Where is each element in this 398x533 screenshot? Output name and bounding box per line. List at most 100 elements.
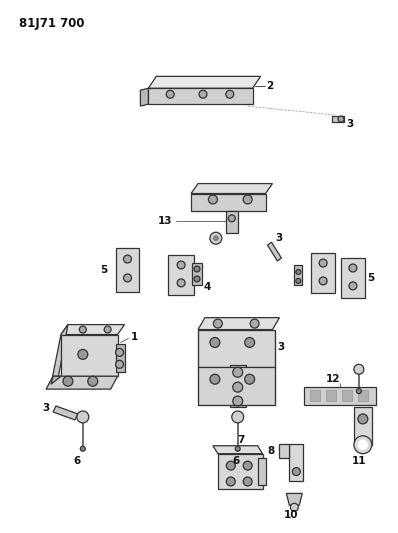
Polygon shape [226,212,238,233]
Text: 81J71 700: 81J71 700 [19,17,85,30]
Polygon shape [295,265,302,285]
Polygon shape [191,183,273,193]
Circle shape [293,467,300,475]
Circle shape [213,319,222,328]
Circle shape [226,90,234,98]
Polygon shape [140,88,148,106]
Circle shape [349,264,357,272]
Polygon shape [192,263,202,285]
Polygon shape [198,318,279,329]
Polygon shape [61,335,117,376]
Polygon shape [326,390,336,401]
Text: 8: 8 [267,446,275,456]
Circle shape [79,326,86,333]
Text: 6: 6 [73,456,80,466]
Circle shape [194,266,200,272]
Polygon shape [115,248,139,292]
Circle shape [233,382,243,392]
Polygon shape [198,329,275,367]
Circle shape [245,374,255,384]
Circle shape [245,337,255,348]
Circle shape [356,389,361,393]
Text: 13: 13 [158,216,173,227]
Polygon shape [267,242,281,261]
Polygon shape [258,458,265,486]
Circle shape [80,446,85,451]
Polygon shape [311,253,335,293]
Text: 6: 6 [233,456,240,466]
Polygon shape [148,88,253,104]
Circle shape [319,259,327,267]
Circle shape [235,446,240,451]
Circle shape [232,411,244,423]
Text: 3: 3 [277,342,285,352]
Circle shape [233,367,243,377]
Polygon shape [341,258,365,298]
Text: 3: 3 [42,403,49,413]
Polygon shape [198,367,275,405]
Circle shape [213,236,219,241]
Circle shape [228,215,235,222]
Polygon shape [51,325,68,384]
Text: 12: 12 [326,374,341,384]
Circle shape [296,278,301,284]
Polygon shape [289,444,303,481]
Circle shape [115,360,123,368]
Circle shape [88,376,98,386]
Circle shape [210,337,220,348]
Text: 4: 4 [204,282,211,292]
Polygon shape [230,365,246,407]
Circle shape [115,349,123,357]
Text: 10: 10 [284,510,298,520]
Circle shape [338,116,344,122]
Circle shape [291,503,298,511]
Polygon shape [213,446,263,454]
Circle shape [104,326,111,333]
Text: 11: 11 [351,456,366,466]
Circle shape [354,436,372,454]
Circle shape [177,261,185,269]
Circle shape [199,90,207,98]
Polygon shape [61,325,125,335]
Circle shape [166,90,174,98]
Circle shape [210,232,222,244]
Polygon shape [332,116,344,122]
Polygon shape [191,193,265,212]
Polygon shape [51,376,61,384]
Circle shape [177,279,185,287]
Circle shape [243,477,252,486]
Circle shape [354,365,364,374]
Circle shape [210,374,220,384]
Polygon shape [287,494,302,505]
Circle shape [243,461,252,470]
Circle shape [226,461,235,470]
Circle shape [349,282,357,290]
Circle shape [233,396,243,406]
Circle shape [78,350,88,359]
Circle shape [296,270,301,274]
Polygon shape [279,444,289,458]
Circle shape [123,255,131,263]
Circle shape [63,376,73,386]
Polygon shape [310,390,320,401]
Polygon shape [115,344,125,372]
Text: 1: 1 [131,332,138,342]
Polygon shape [53,406,78,420]
Polygon shape [304,387,376,405]
Circle shape [77,411,89,423]
Polygon shape [218,454,263,489]
Circle shape [358,414,368,424]
Text: 3: 3 [275,233,283,243]
Circle shape [358,440,368,450]
Text: 3: 3 [346,119,353,129]
Text: 2: 2 [267,81,274,91]
Circle shape [226,477,235,486]
Polygon shape [148,76,261,88]
Text: 5: 5 [100,265,107,275]
Circle shape [123,274,131,282]
Circle shape [209,195,217,204]
Circle shape [319,277,327,285]
Polygon shape [358,390,368,401]
Polygon shape [354,407,372,445]
Circle shape [194,276,200,282]
